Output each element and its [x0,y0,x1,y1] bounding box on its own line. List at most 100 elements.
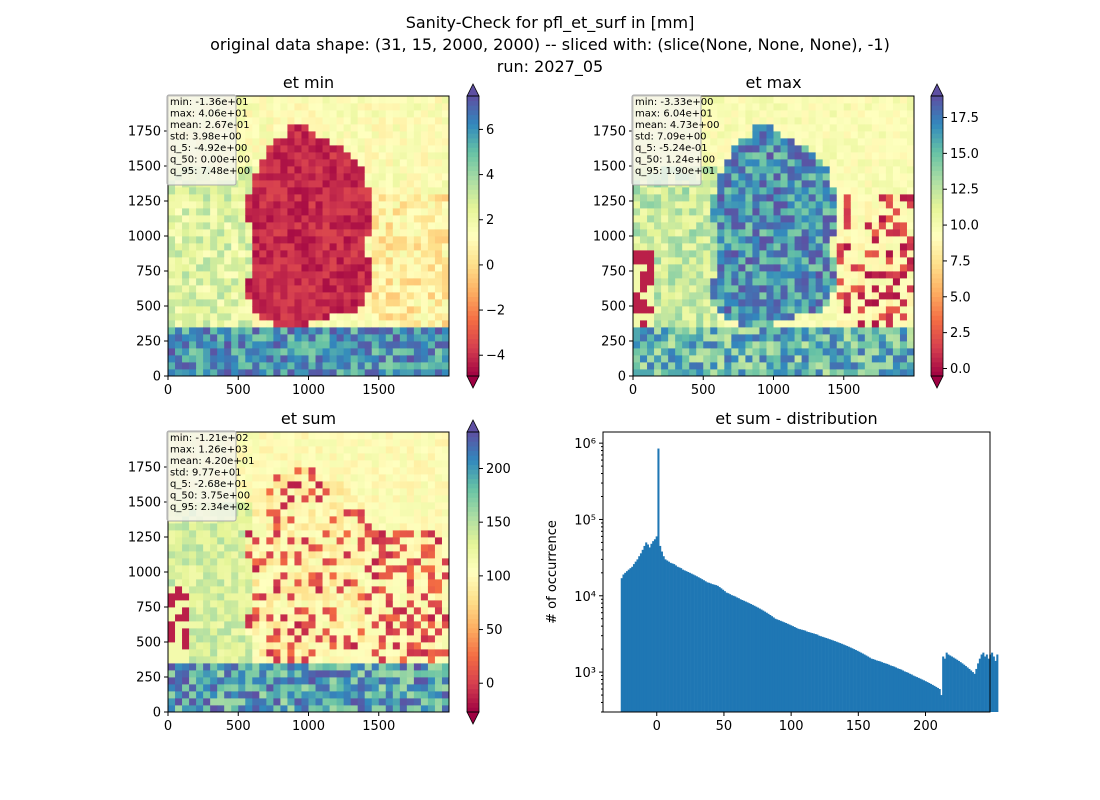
colorbar-extend-bottom [466,375,480,389]
map-cell [336,677,345,685]
map-cell [427,579,436,587]
map-cell [357,488,366,496]
map-cell [252,572,260,580]
map-cell [252,166,260,174]
map-cell [343,635,352,643]
map-cell [329,537,338,545]
map-cell [773,306,781,314]
map-cell [252,159,260,167]
map-cell [350,250,359,258]
map-cell [878,131,887,139]
map-cell [357,544,366,552]
colorbar-segment [931,371,943,377]
map-cell [364,131,373,139]
map-cell [815,215,824,223]
map-cell [801,208,810,216]
map-cell [343,698,352,706]
map-cell [794,110,803,118]
map-cell [885,355,894,363]
map-cell [371,362,380,370]
map-cell [406,299,415,307]
map-cell [371,593,380,601]
map-cell [434,502,443,510]
map-cell [238,355,246,363]
map-cell [434,369,443,377]
map-cell [794,355,803,363]
map-cell [668,313,676,321]
map-cell [773,292,781,300]
map-cell [724,110,732,118]
map-cell [378,439,387,447]
map-cell [259,292,267,300]
map-cell [245,257,253,265]
map-cell [315,551,323,559]
map-cell [238,166,246,174]
map-cell [371,670,380,678]
map-cell [815,152,824,160]
map-cell [245,313,253,321]
map-cell [245,649,253,657]
map-cell [252,460,260,468]
map-cell [259,537,267,545]
map-cell [259,285,267,293]
map-cell [878,278,887,286]
map-cell [245,558,253,566]
map-cell [689,201,697,209]
colorbar-segment [467,133,479,139]
map-cell [336,523,345,531]
map-cell [906,110,915,118]
map-cell [682,278,690,286]
map-cell [385,362,394,370]
map-cell [168,586,176,594]
map-cell [434,698,443,706]
map-cell [343,530,352,538]
colorbar-tick-label: 7.5 [950,254,971,269]
map-cell [273,362,281,370]
map-cell [696,299,704,307]
map-cell [252,530,260,538]
map-cell [378,677,387,685]
map-cell [196,677,204,685]
map-cell [238,495,246,503]
map-cell [245,586,253,594]
map-cell [434,243,443,251]
map-cell [371,187,380,195]
map-cell [871,236,880,244]
map-cell [371,677,380,685]
colorbar-tick-label: 4 [486,168,494,183]
map-cell [675,271,683,279]
map-cell [829,278,838,286]
map-cell [738,215,746,223]
colorbar-segment [467,268,479,274]
map-cell [717,96,725,104]
map-cell [413,614,422,622]
map-cell [731,320,739,328]
map-cell [252,488,260,496]
map-cell [294,250,302,258]
map-cell [245,474,253,482]
map-cell [434,327,443,335]
map-cell [245,152,253,160]
map-cell [357,565,366,573]
map-cell [343,677,352,685]
map-cell [315,705,323,713]
y-tick-label: 1250 [128,195,161,210]
map-cell [864,334,873,342]
map-cell [420,467,429,475]
map-cell [899,145,908,153]
map-cell [661,243,669,251]
map-cell [273,628,281,636]
map-cell [231,201,239,209]
map-cell [787,264,795,272]
map-cell [378,642,387,650]
map-cell [210,656,218,664]
map-cell [280,607,288,615]
map-cell [738,355,746,363]
map-cell [217,705,225,713]
map-cell [378,306,387,314]
map-cell [364,663,373,671]
map-cell [175,642,183,650]
map-cell [752,173,760,181]
map-cell [871,166,880,174]
map-cell [766,236,774,244]
